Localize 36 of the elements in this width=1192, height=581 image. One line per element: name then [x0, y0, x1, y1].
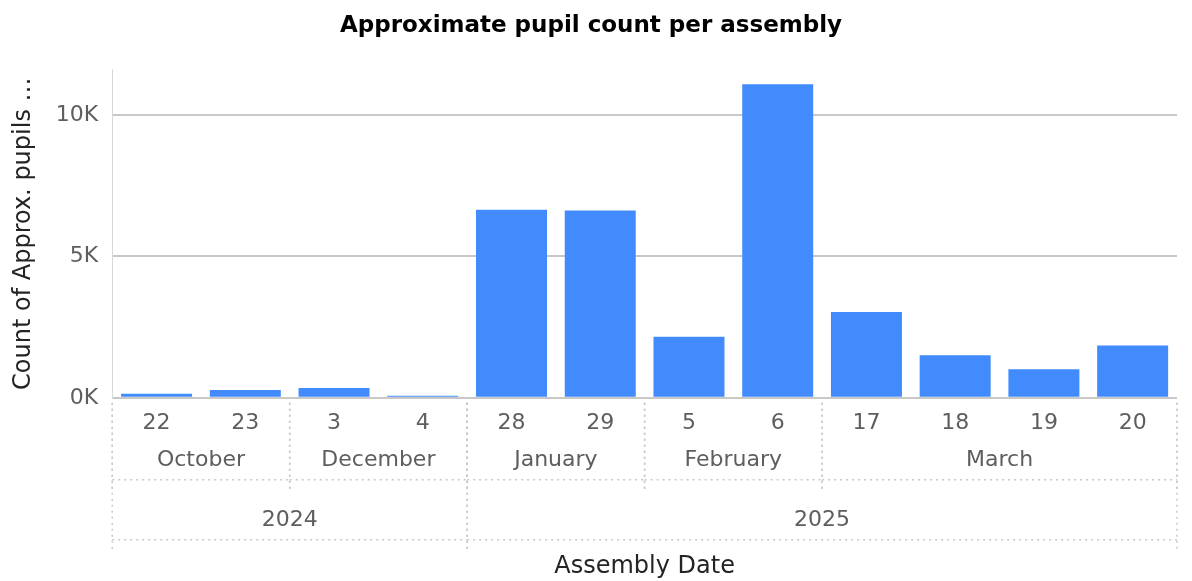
bar: [830, 312, 902, 397]
x-tick-label: 28: [497, 408, 526, 434]
text: January: [512, 445, 598, 471]
x-axis-title: Assembly Date: [554, 550, 735, 579]
x-tick-label: 5: [681, 408, 696, 434]
x-tick-label: 17: [852, 408, 881, 434]
bar: [121, 393, 193, 397]
bar: [653, 336, 725, 397]
bar: [476, 209, 548, 397]
x-tick-label: 22: [142, 408, 171, 434]
x-tick-label: 23: [231, 408, 260, 434]
x-tick-label: 4: [415, 408, 430, 434]
bar: [564, 210, 636, 397]
text: December: [321, 445, 437, 471]
bar: [209, 389, 281, 397]
bar: [919, 355, 991, 397]
text: October: [156, 445, 246, 471]
x-tick-label: 3: [327, 408, 342, 434]
bar: [742, 84, 814, 397]
text: February: [684, 445, 783, 471]
y-axis-title: Count of Approx. pupils …: [7, 77, 36, 390]
bar: [1097, 345, 1169, 397]
y-tick-label: 10K: [55, 100, 99, 126]
text: March: [966, 445, 1034, 471]
text: 2024: [261, 505, 318, 531]
x-tick-label: 29: [586, 408, 615, 434]
chart-title: Approximate pupil count per assembly: [339, 10, 843, 37]
bar: [298, 387, 370, 397]
bar: [1008, 369, 1080, 397]
y-tick-label: 0K: [69, 383, 99, 409]
x-tick-label: 18: [941, 408, 970, 434]
x-tick-label: 19: [1029, 408, 1058, 434]
text: 2025: [794, 505, 851, 531]
y-tick-label: 5K: [69, 242, 99, 268]
x-tick-label: 6: [770, 408, 785, 434]
x-tick-label: 20: [1118, 408, 1147, 434]
